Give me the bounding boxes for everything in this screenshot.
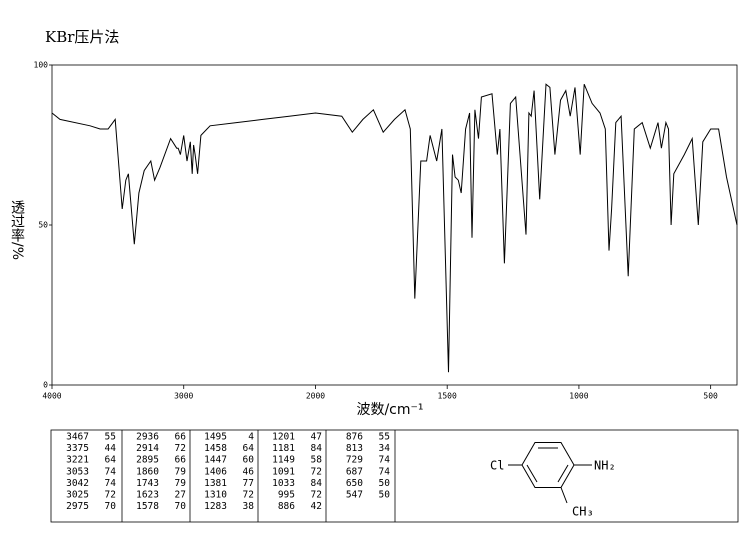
peak-transmittance: 74 xyxy=(379,466,391,477)
y-tick-label: 100 xyxy=(34,61,49,70)
x-tick-label: 500 xyxy=(703,392,718,401)
peak-wavenumber: 1406 xyxy=(204,466,227,477)
peak-wavenumber: 3375 xyxy=(66,443,89,454)
peak-wavenumber: 876 xyxy=(346,432,363,443)
table-dividers xyxy=(121,430,396,522)
x-tick-label: 3000 xyxy=(174,392,193,401)
substituent-label: Cl xyxy=(490,459,504,473)
peak-transmittance: 72 xyxy=(175,443,186,454)
peak-transmittance: 74 xyxy=(105,478,117,489)
peak-transmittance: 46 xyxy=(243,466,255,477)
y-tick-label: 0 xyxy=(43,381,48,390)
peak-wavenumber: 813 xyxy=(346,443,363,454)
peak-wavenumber: 2914 xyxy=(136,443,159,454)
peak-wavenumber: 1091 xyxy=(272,466,295,477)
peak-wavenumber: 1743 xyxy=(136,478,159,489)
peak-wavenumber: 1458 xyxy=(204,443,227,454)
peak-transmittance: 84 xyxy=(311,443,323,454)
peak-wavenumber: 687 xyxy=(346,466,363,477)
peak-wavenumber: 1623 xyxy=(136,490,159,501)
x-tick-label: 2000 xyxy=(306,392,325,401)
benzene-ring xyxy=(508,442,592,504)
peak-wavenumber: 3053 xyxy=(66,466,89,477)
peak-transmittance: 70 xyxy=(105,501,117,512)
peak-wavenumber: 1310 xyxy=(204,490,227,501)
peak-wavenumber: 886 xyxy=(278,501,295,512)
peak-wavenumber: 1495 xyxy=(204,432,227,443)
x-tick-label: 1500 xyxy=(438,392,457,401)
peak-wavenumber: 547 xyxy=(346,490,363,501)
peak-transmittance: 84 xyxy=(311,478,323,489)
x-tick-label: 1000 xyxy=(569,392,588,401)
peak-wavenumber: 2936 xyxy=(136,432,159,443)
peak-wavenumber: 1149 xyxy=(272,455,295,466)
peak-wavenumber: 1447 xyxy=(204,455,227,466)
peak-transmittance: 66 xyxy=(175,455,187,466)
peak-wavenumber: 729 xyxy=(346,455,363,466)
substituent-label: NH₂ xyxy=(594,459,616,473)
peak-transmittance: 4 xyxy=(248,432,254,443)
peak-transmittance: 42 xyxy=(311,501,322,512)
peak-transmittance: 72 xyxy=(311,466,322,477)
peak-transmittance: 77 xyxy=(243,478,254,489)
peak-wavenumber: 3025 xyxy=(66,490,89,501)
peak-wavenumber: 2975 xyxy=(66,501,89,512)
y-tick-label: 50 xyxy=(38,221,48,230)
peak-transmittance: 34 xyxy=(379,443,391,454)
peak-transmittance: 38 xyxy=(243,501,255,512)
peak-wavenumber: 3042 xyxy=(66,478,89,489)
y-axis-label: 透过率/% xyxy=(9,200,25,260)
peak-wavenumber: 1201 xyxy=(272,432,295,443)
peak-wavenumber: 650 xyxy=(346,478,363,489)
peak-wavenumber: 1381 xyxy=(204,478,227,489)
peak-transmittance: 64 xyxy=(243,443,255,454)
x-axis-label: 波数/cm⁻¹ xyxy=(356,402,423,418)
peak-transmittance: 55 xyxy=(379,432,390,443)
peak-transmittance: 50 xyxy=(379,490,391,501)
peak-wavenumber: 1033 xyxy=(272,478,295,489)
peak-transmittance: 72 xyxy=(311,490,322,501)
peak-wavenumber: 1283 xyxy=(204,501,227,512)
chart-title: KBr压片法 xyxy=(45,28,119,46)
peak-wavenumber: 1181 xyxy=(272,443,295,454)
peak-wavenumber: 995 xyxy=(278,490,295,501)
substituent-label: CH₃ xyxy=(572,505,594,519)
peak-transmittance: 55 xyxy=(105,432,116,443)
peak-transmittance: 70 xyxy=(175,501,187,512)
peak-wavenumber: 2895 xyxy=(136,455,159,466)
peak-transmittance: 58 xyxy=(311,455,323,466)
peak-transmittance: 60 xyxy=(243,455,255,466)
peak-wavenumber: 3221 xyxy=(66,455,89,466)
peak-wavenumber: 3467 xyxy=(66,432,89,443)
peak-wavenumber: 1860 xyxy=(136,466,159,477)
peak-transmittance: 50 xyxy=(379,478,391,489)
peak-wavenumber: 1578 xyxy=(136,501,159,512)
peak-transmittance: 79 xyxy=(175,478,187,489)
peak-transmittance: 72 xyxy=(243,490,254,501)
plot-frame xyxy=(51,64,738,386)
peak-transmittance: 74 xyxy=(379,455,391,466)
peak-transmittance: 44 xyxy=(105,443,117,454)
peak-transmittance: 74 xyxy=(105,466,117,477)
peak-transmittance: 66 xyxy=(175,432,187,443)
peak-table-frame xyxy=(50,429,739,523)
x-tick-label: 4000 xyxy=(42,392,61,401)
peak-transmittance: 72 xyxy=(105,490,116,501)
peak-transmittance: 47 xyxy=(311,432,322,443)
peak-transmittance: 79 xyxy=(175,466,187,477)
peak-transmittance: 27 xyxy=(175,490,186,501)
peak-transmittance: 64 xyxy=(105,455,117,466)
spectrum-line xyxy=(51,83,738,373)
